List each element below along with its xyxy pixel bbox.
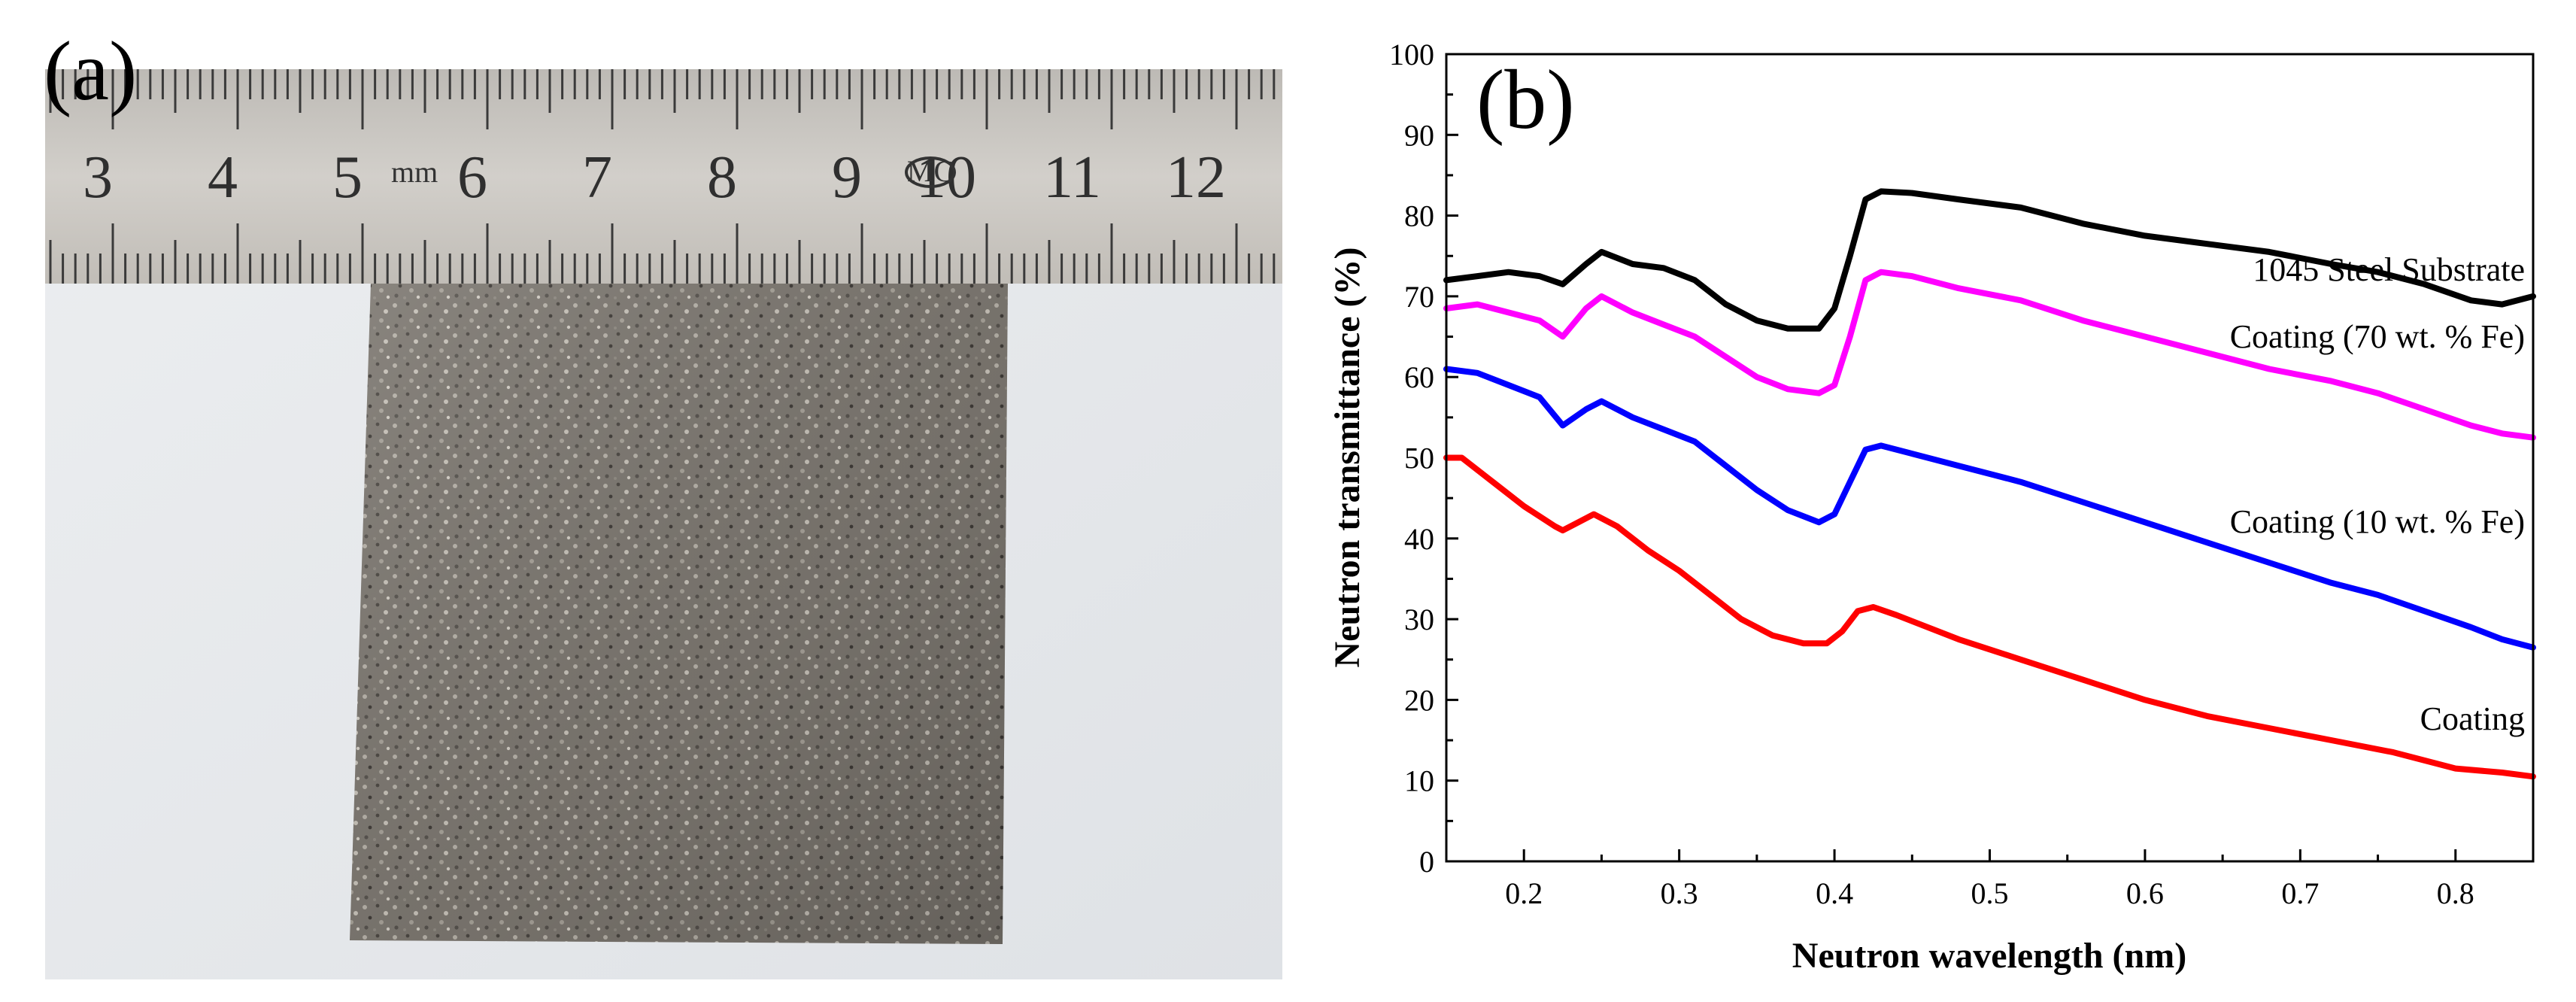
ruler-number: 10 (916, 144, 976, 211)
y-tick-label: 100 (1389, 38, 1434, 71)
y-tick-label: 20 (1404, 683, 1434, 717)
series-lines (1443, 188, 2536, 780)
panel-a-label: (a) (44, 25, 137, 118)
y-axis-title: Neutron transmittance (%) (1327, 247, 1367, 667)
x-tick-label: 0.6 (2126, 876, 2164, 910)
ruler-number: 5 (332, 144, 363, 211)
ruler-unit-label: mm (391, 155, 438, 189)
steel-ruler: 3 4 5 6 7 8 9 10 11 12 mm MC (45, 69, 1282, 284)
series-label-coating-10fe: Coating (10 wt. % Fe) (2230, 503, 2525, 540)
x-axis-ticks: 0.2 0.3 0.4 0.5 0.6 0.7 0.8 (1445, 849, 2535, 910)
plot-area-frame (1445, 53, 2535, 863)
y-tick-label: 80 (1404, 199, 1434, 233)
y-tick-label: 40 (1404, 522, 1434, 556)
series-label-coating-70fe: Coating (70 wt. % Fe) (2230, 318, 2525, 355)
x-tick-label: 0.8 (2437, 876, 2474, 910)
svg-text:MC: MC (907, 154, 954, 188)
series-label-1045-steel: 1045 Steel Substrate (2253, 251, 2525, 288)
ruler-number: 9 (832, 144, 862, 211)
ruler-body (45, 69, 1282, 284)
coated-sample-plate (350, 284, 1008, 944)
series-line-coating-10fe (1443, 366, 2536, 651)
series-label-coating: Coating (2420, 700, 2525, 737)
y-tick-label: 60 (1404, 360, 1434, 394)
ruler-number: 8 (707, 144, 737, 211)
y-tick-label: 90 (1404, 118, 1434, 152)
x-tick-label: 0.7 (2281, 876, 2319, 910)
y-tick-label: 0 (1419, 845, 1434, 879)
ruler-number: 11 (1043, 144, 1101, 211)
ruler-numbers: 3 4 5 6 7 8 9 10 11 12 (83, 144, 1226, 211)
y-axis-ticks: 0 10 20 30 40 50 60 70 80 90 100 (1389, 38, 1458, 879)
x-axis-title: Neutron wavelength (nm) (1792, 936, 2186, 976)
ruler-number: 12 (1166, 144, 1226, 211)
ruler-ticks (49, 69, 1276, 284)
ruler-number: 7 (582, 144, 612, 211)
series-line-coating-70fe (1443, 269, 2536, 441)
x-tick-label: 0.5 (1971, 876, 2009, 910)
x-tick-label: 0.3 (1661, 876, 1698, 910)
ruler-number: 3 (83, 144, 113, 211)
y-tick-label: 70 (1404, 280, 1434, 314)
ruler-number: 6 (457, 144, 487, 211)
ruler-number: 4 (208, 144, 238, 211)
x-tick-label: 0.4 (1816, 876, 1853, 910)
panel-b-label: (b) (1476, 53, 1575, 147)
series-line-1045-steel (1443, 188, 2536, 332)
ruler-logo: MC (905, 154, 956, 188)
y-tick-label: 50 (1404, 442, 1434, 475)
x-tick-label: 0.2 (1505, 876, 1543, 910)
series-line-coating (1443, 454, 2536, 780)
y-tick-label: 30 (1404, 603, 1434, 636)
photo-panel: 3 4 5 6 7 8 9 10 11 12 mm MC (45, 69, 1282, 979)
y-tick-label: 10 (1404, 764, 1434, 798)
